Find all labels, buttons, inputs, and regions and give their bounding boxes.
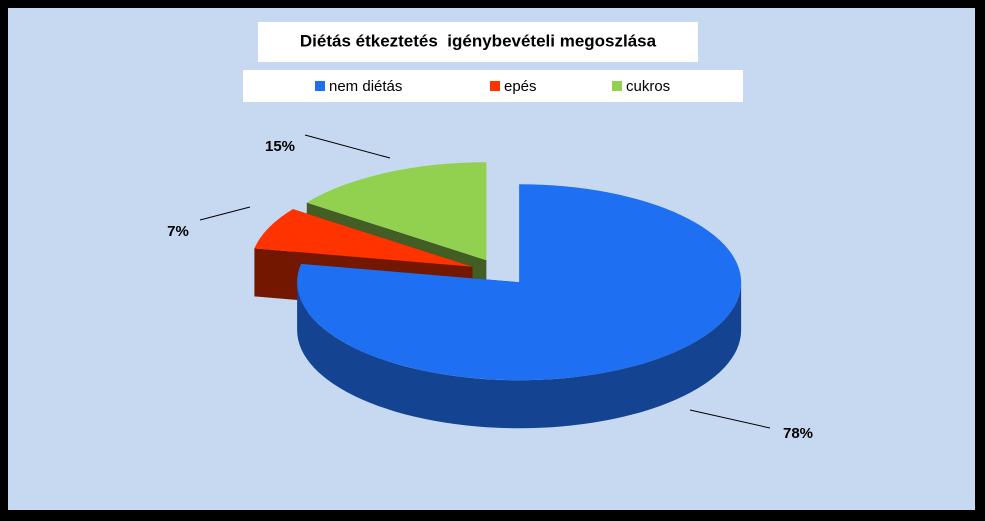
legend-label: cukros (626, 78, 670, 95)
slice (306, 162, 487, 261)
chart-title: Diétás étkeztetés igénybevételi megoszlá… (300, 31, 657, 50)
leader-line (199, 206, 251, 221)
legend-label: epés (504, 78, 537, 95)
data-label: 15% (265, 138, 295, 155)
legend-swatch (612, 81, 622, 91)
leader-line (689, 409, 771, 429)
legend-swatch (315, 81, 325, 91)
slice (297, 184, 742, 381)
legend-swatch (490, 81, 500, 91)
data-label: 78% (783, 425, 813, 442)
leader-line (304, 134, 391, 159)
legend-label: nem diétás (329, 78, 402, 95)
title-box (258, 22, 698, 62)
slice-side (297, 282, 742, 429)
data-label: 7% (167, 223, 189, 240)
slice (254, 209, 473, 267)
